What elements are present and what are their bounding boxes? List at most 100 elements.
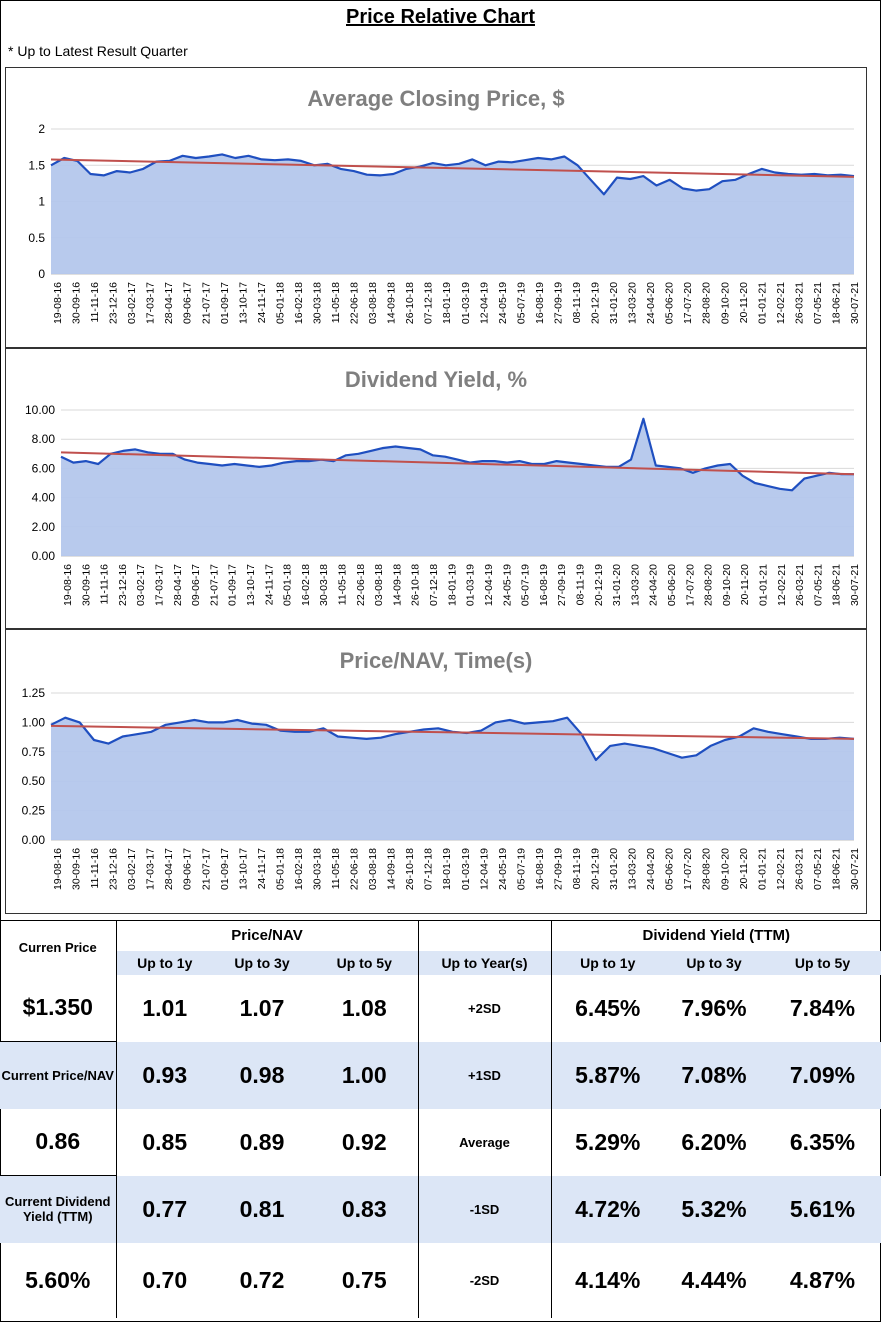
x-tick-label: 11-05-18	[330, 282, 342, 323]
sd-label: +1SD	[417, 1041, 551, 1109]
pnav-value: 0.81	[213, 1175, 311, 1243]
chart-panel-yield: Dividend Yield, % 0.00 2.00 4.00 6.00 8.00 10.…	[5, 348, 867, 629]
x-tick-label: 16-02-18	[293, 282, 305, 324]
x-tick-label: 17-07-20	[684, 564, 696, 606]
current-pnav-value: 0.86	[0, 1108, 116, 1176]
current-dy-label: Current Dividend Yield (TTM)	[0, 1175, 116, 1243]
y-tick-label: 0.00	[22, 833, 46, 847]
x-tick-label: 16-02-18	[300, 564, 312, 606]
sd-label: +2SD	[417, 974, 551, 1042]
x-tick-label: 08-11-19	[571, 848, 583, 889]
x-tick-label: 03-08-18	[367, 848, 379, 890]
pnav-value: 0.77	[115, 1175, 213, 1243]
dy-value: 7.08%	[664, 1041, 764, 1109]
x-tick-label: 27-09-19	[552, 848, 564, 890]
trend-line	[50, 158, 855, 178]
page-title: Price Relative Chart	[346, 6, 535, 28]
x-tick-label: 09-10-20	[719, 848, 731, 890]
pnav-period: Up to 3y	[213, 950, 311, 975]
x-tick-label: 05-06-20	[666, 564, 678, 606]
x-tick-label: 11-05-18	[337, 564, 349, 605]
sd-label: -2SD	[417, 1242, 551, 1318]
y-tick-label: 0	[38, 267, 45, 281]
y-tick-label: 1.00	[22, 715, 46, 729]
x-tick-label: 31-01-20	[608, 848, 620, 890]
x-tick-label: 30-07-21	[849, 848, 861, 890]
series-line	[50, 153, 855, 196]
x-tick-label: 27-09-19	[556, 564, 568, 606]
x-tick-label: 12-04-19	[478, 282, 490, 324]
pnav-value: 1.00	[311, 1041, 418, 1109]
x-tick-label: 26-03-21	[793, 282, 805, 324]
pnav-chart: Price/NAV, Time(s) 0.00 0.25 0.50 0.75 1.00 1.…	[22, 648, 861, 890]
chart-panel-price: Average Closing Price, $ 0 0.5 1 1.5 2 19-08-1…	[5, 67, 867, 348]
x-tick-label: 16-02-18	[293, 848, 305, 890]
x-tick-label: 11-11-16	[89, 848, 101, 889]
x-tick-label: 20-11-20	[739, 564, 751, 605]
x-tick-label: 13-03-20	[629, 564, 641, 606]
x-tick-label: 09-06-17	[190, 564, 202, 606]
x-tick-label: 19-08-16	[62, 564, 74, 606]
dy-period: Up to 1y	[550, 950, 664, 975]
x-tick-label: 28-08-20	[701, 848, 713, 890]
x-tick-label: 20-12-19	[590, 282, 602, 324]
series-area	[51, 154, 854, 274]
x-tick-label: 24-04-20	[648, 564, 660, 606]
x-tick-label: 31-01-20	[611, 564, 623, 606]
x-tick-label: 05-01-18	[282, 564, 294, 606]
sd-label: Average	[417, 1108, 551, 1176]
x-tick-label: 12-04-19	[483, 564, 495, 606]
x-tick-label: 22-06-18	[355, 564, 367, 606]
x-tick-label: 12-02-21	[776, 564, 788, 606]
dy-value: 4.44%	[681, 1266, 747, 1293]
dy-period: Up to 3y	[664, 950, 764, 975]
x-tick-label: 30-03-18	[318, 564, 330, 606]
sd-label: -1SD	[417, 1175, 551, 1243]
x-tick-label: 30-03-18	[312, 848, 324, 890]
series-area	[51, 717, 854, 840]
pnav-value: 0.72	[239, 1266, 285, 1293]
trend-line	[50, 724, 855, 740]
pnav-value: 0.70	[115, 1242, 213, 1318]
x-tick-label: 20-12-19	[590, 848, 602, 890]
x-tick-label: 23-12-16	[108, 848, 120, 890]
x-tick-label: 28-04-17	[163, 282, 175, 324]
x-tick-label: 08-11-19	[575, 564, 587, 605]
pnav-period: Up to 5y	[311, 950, 418, 975]
y-tick-label: 1.5	[28, 158, 45, 172]
x-tick-label: 24-11-17	[256, 282, 268, 323]
x-tick-label: 14-09-18	[386, 282, 398, 324]
x-tick-label: 21-07-17	[200, 282, 212, 324]
x-tick-label: 12-04-19	[478, 848, 490, 890]
pnav-value: 0.85	[115, 1108, 213, 1176]
x-tick-label: 07-12-18	[423, 282, 435, 324]
x-tick-label: 23-12-16	[117, 564, 129, 606]
current-price-label: Curren Price	[0, 920, 116, 975]
x-tick-label: 05-06-20	[664, 282, 676, 324]
dy-value: 4.87%	[789, 1266, 856, 1293]
y-tick-label: 10.00	[25, 403, 55, 417]
x-tick-label: 16-08-19	[534, 282, 546, 324]
x-tick-label: 07-12-18	[423, 848, 435, 890]
x-tick-label: 21-07-17	[208, 564, 220, 606]
y-tick-label: 0.75	[22, 745, 46, 759]
x-tick-label: 28-08-20	[701, 282, 713, 324]
dy-value: 6.20%	[681, 1128, 747, 1155]
pnav-value: 1.01	[115, 974, 213, 1042]
y-tick-label: 2.00	[32, 520, 56, 534]
dy-value: 6.35%	[789, 1128, 856, 1155]
x-tick-label: 05-01-18	[274, 848, 286, 890]
x-tick-label: 26-10-18	[410, 564, 422, 606]
x-tick-label: 03-02-17	[126, 848, 138, 890]
x-tick-label: 26-10-18	[404, 282, 416, 324]
x-tick-label: 30-07-21	[849, 282, 861, 324]
chart-title: Price/NAV, Time(s)	[340, 648, 533, 673]
x-tick-label: 07-05-21	[812, 564, 824, 606]
x-tick-label: 24-05-19	[497, 848, 509, 890]
chart-panel-pnav: Price/NAV, Time(s) 0.00 0.25 0.50 0.75 1.00 1.…	[5, 629, 867, 914]
x-tick-label: 01-01-21	[756, 848, 768, 890]
x-tick-label: 20-11-20	[738, 848, 750, 889]
y-tick-label: 1.25	[22, 686, 46, 700]
x-tick-label: 30-03-18	[312, 282, 324, 324]
x-tick-label: 31-01-20	[608, 282, 620, 324]
